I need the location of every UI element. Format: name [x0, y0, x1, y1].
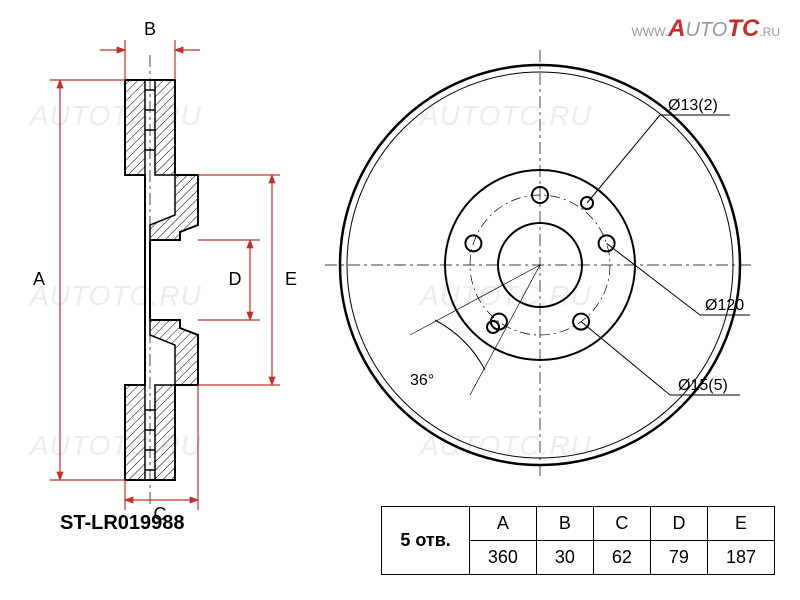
table-val-b: 30: [536, 541, 593, 575]
part-number: ST-LR019988: [60, 512, 185, 535]
table-col-b: B: [536, 507, 593, 541]
table-col-a: A: [469, 507, 536, 541]
table-val-a: 360: [469, 541, 536, 575]
dimension-table: 5 отв. A B C D E 360 30 62 79 187: [381, 506, 775, 575]
callout-d120: Ø120: [705, 297, 744, 314]
callout-d13: Ø13(2): [668, 97, 718, 114]
dim-label-d: D: [229, 269, 242, 289]
callout-d15: Ø15(5): [678, 377, 728, 394]
dim-label-e: E: [285, 269, 297, 289]
table-val-e: 187: [707, 541, 774, 575]
table-col-e: E: [707, 507, 774, 541]
table-val-c: 62: [593, 541, 650, 575]
table-col-d: D: [650, 507, 707, 541]
table-val-d: 79: [650, 541, 707, 575]
callout-angle: 36°: [410, 372, 434, 389]
front-view: Ø13(2) Ø120 Ø15(5) 36°: [325, 50, 755, 480]
table-header-holes: 5 отв.: [382, 507, 469, 575]
table-col-c: C: [593, 507, 650, 541]
side-view: A B C D E: [33, 19, 297, 524]
dim-label-b: B: [144, 19, 156, 39]
dim-label-a: A: [33, 269, 45, 289]
